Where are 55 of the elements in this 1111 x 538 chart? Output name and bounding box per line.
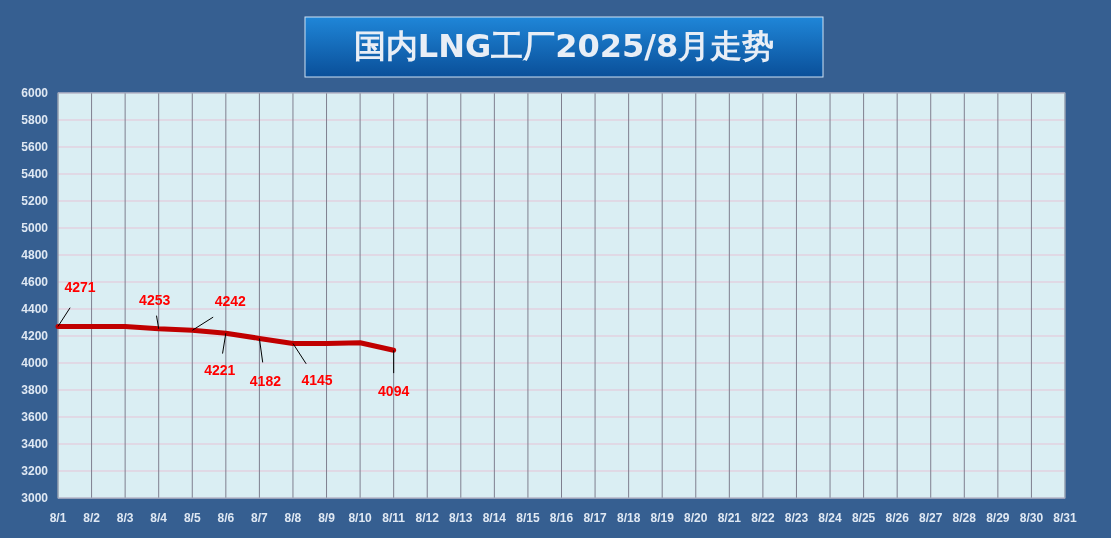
data-label: 4182 (249, 373, 282, 390)
y-tick-label: 3800 (21, 383, 49, 397)
y-tick-label: 4000 (21, 356, 49, 370)
x-tick-label: 8/10 (348, 511, 373, 525)
y-tick-label: 5400 (21, 167, 49, 181)
x-tick-label: 8/29 (986, 511, 1010, 525)
data-label: 4145 (301, 372, 333, 389)
y-tick-label: 3000 (21, 491, 49, 505)
data-label: 4221 (204, 362, 236, 379)
x-tick-label: 8/19 (650, 511, 675, 525)
x-tick-label: 8/26 (885, 511, 910, 525)
x-tick-label: 8/20 (684, 511, 708, 525)
y-tick-label: 3400 (21, 437, 49, 451)
x-tick-label: 8/17 (583, 511, 608, 525)
x-tick-label: 8/6 (217, 511, 235, 525)
y-tick-label: 3200 (21, 464, 49, 478)
data-label: 4094 (378, 383, 410, 400)
x-tick-label: 8/24 (818, 511, 843, 525)
x-tick-label: 8/8 (284, 511, 302, 525)
x-tick-label: 8/22 (751, 511, 775, 525)
x-tick-label: 8/2 (83, 511, 101, 525)
x-tick-label: 8/3 (116, 511, 134, 525)
x-tick-label: 8/28 (952, 511, 977, 525)
x-tick-label: 8/27 (919, 511, 943, 525)
y-tick-label: 3600 (21, 410, 49, 424)
y-tick-label: 5600 (21, 140, 49, 154)
data-label: 4253 (139, 291, 171, 308)
x-tick-label: 8/11 (382, 511, 406, 525)
y-tick-label: 4600 (21, 275, 49, 289)
y-tick-label: 5800 (21, 113, 49, 127)
x-tick-label: 8/1 (49, 511, 67, 525)
y-tick-label: 5200 (21, 194, 49, 208)
chart-title: 国内LNG工厂2025/8月走势 (353, 27, 775, 65)
x-tick-label: 8/30 (1019, 511, 1044, 525)
x-tick-label: 8/15 (516, 511, 540, 525)
x-tick-label: 8/18 (616, 511, 641, 525)
y-tick-label: 5000 (21, 221, 49, 235)
y-tick-label: 4800 (21, 248, 49, 262)
x-tick-label: 8/4 (150, 511, 168, 525)
x-tick-label: 8/23 (784, 511, 809, 525)
y-tick-label: 4200 (21, 329, 49, 343)
x-tick-label: 8/9 (318, 511, 336, 525)
x-tick-label: 8/21 (717, 511, 742, 525)
x-tick-label: 8/7 (251, 511, 269, 525)
x-tick-label: 8/25 (851, 511, 876, 525)
y-tick-label: 4400 (21, 302, 49, 316)
x-tick-label: 8/16 (549, 511, 574, 525)
y-tick-label: 6000 (21, 86, 49, 100)
x-tick-label: 8/31 (1053, 511, 1077, 525)
data-label: 4271 (64, 279, 96, 296)
x-tick-label: 8/13 (449, 511, 473, 525)
data-label: 4242 (214, 293, 247, 310)
x-tick-label: 8/12 (415, 511, 440, 525)
x-tick-label: 8/5 (183, 511, 201, 525)
x-tick-label: 8/14 (482, 511, 507, 525)
